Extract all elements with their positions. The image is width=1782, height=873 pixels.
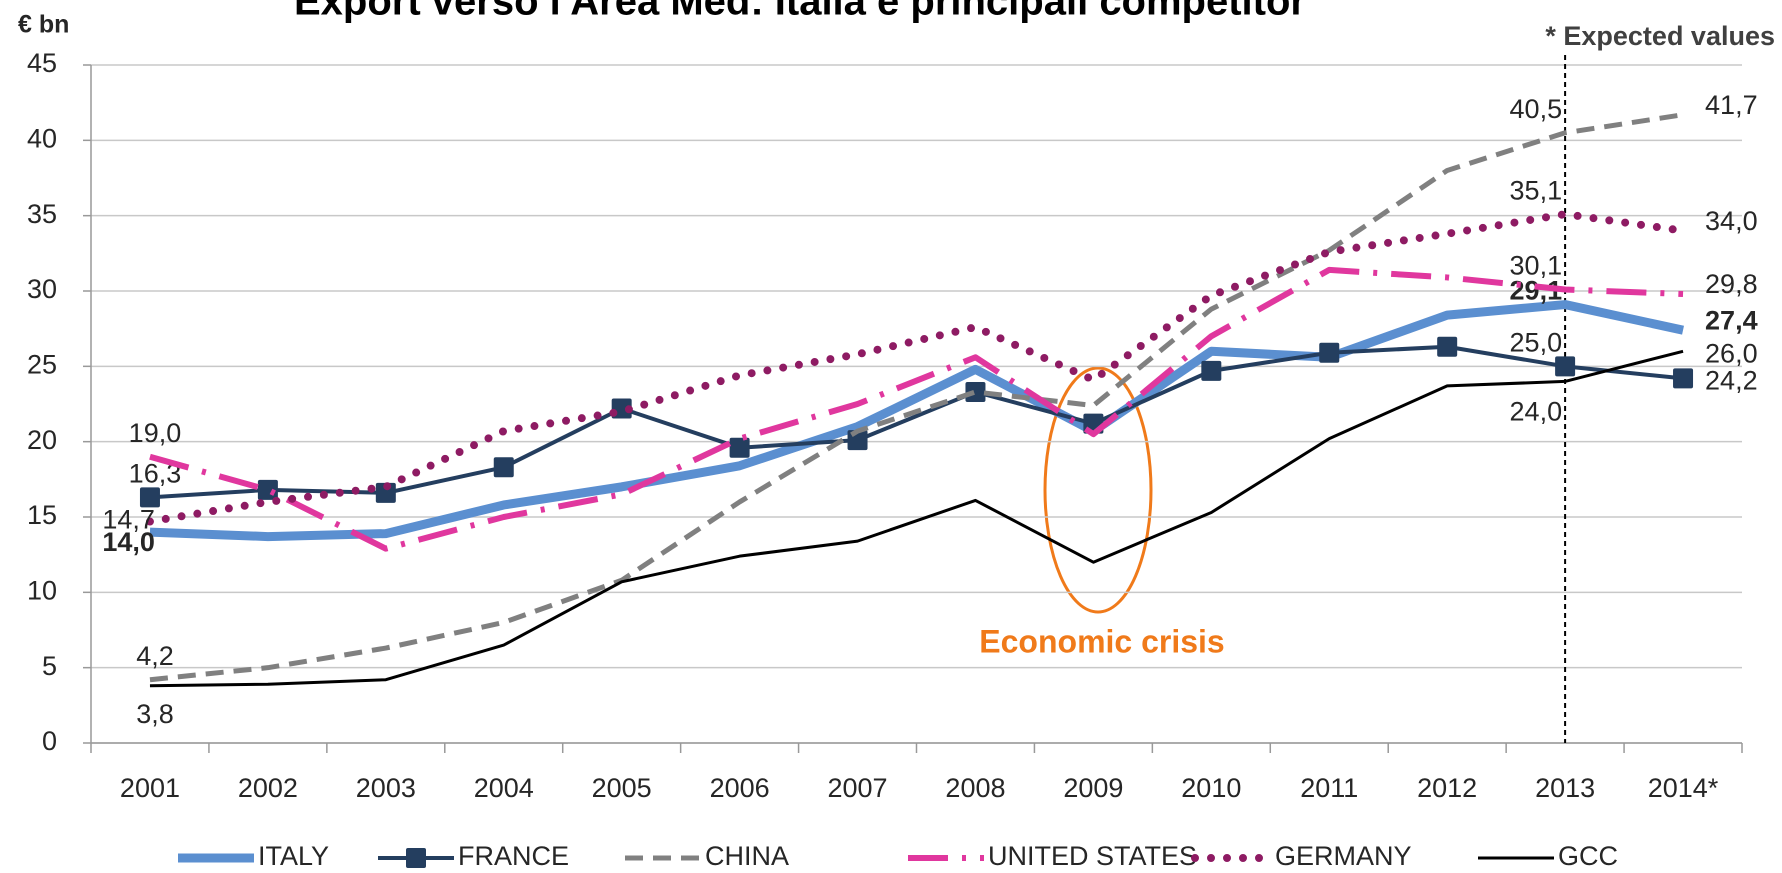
- series-marker: [1201, 360, 1222, 381]
- legend-label: GCC: [1558, 841, 1618, 871]
- x-tick-label: 2010: [1181, 773, 1241, 803]
- data-label: 19,0: [129, 418, 182, 448]
- series-line: [149, 300, 1684, 542]
- series-marker: [965, 381, 986, 402]
- data-label: 29,8: [1705, 269, 1758, 299]
- x-tick-label: 2005: [592, 773, 652, 803]
- x-tick-label: 2003: [356, 773, 416, 803]
- y-tick-label: 15: [27, 500, 57, 530]
- x-tick-label: 2004: [474, 773, 534, 803]
- x-tick-label: 2006: [710, 773, 770, 803]
- data-label: 34,0: [1705, 206, 1758, 236]
- series-marker: [729, 437, 750, 458]
- x-tick-label: 2001: [120, 773, 180, 803]
- legend-item: GCC: [1478, 841, 1618, 871]
- legend-item: UNITED STATES: [908, 841, 1197, 871]
- series-line: [149, 266, 1684, 552]
- x-tick-label: 2008: [945, 773, 1005, 803]
- data-label: 3,8: [136, 699, 174, 729]
- x-tick-label: 2002: [238, 773, 298, 803]
- series-line: [149, 349, 1684, 688]
- data-label: 24,2: [1705, 366, 1758, 396]
- series-marker: [493, 457, 514, 478]
- crisis-ellipse: [1043, 366, 1153, 614]
- y-tick-label: 20: [27, 425, 57, 455]
- data-label: 30,1: [1510, 251, 1563, 281]
- legend-marker: [406, 848, 426, 868]
- y-tick-label: 0: [42, 726, 57, 756]
- x-tick-label: 2012: [1417, 773, 1477, 803]
- data-label: 14,0: [102, 527, 155, 557]
- series-marker: [1673, 368, 1694, 389]
- data-label: 41,7: [1705, 90, 1758, 120]
- series-marker: [1555, 356, 1576, 377]
- chart-title: Export verso l'Area Med: Italia e princi…: [294, 0, 1306, 24]
- data-label: 26,0: [1705, 338, 1758, 368]
- data-label: 40,5: [1510, 94, 1563, 124]
- y-tick-label: 5: [42, 651, 57, 681]
- series-marker: [257, 479, 278, 500]
- legend-label: CHINA: [705, 841, 789, 871]
- legend-label: GERMANY: [1275, 841, 1412, 871]
- series-marker: [1437, 336, 1458, 357]
- data-label: 25,0: [1510, 327, 1563, 357]
- series-line: [149, 344, 1684, 500]
- y-tick-label: 35: [27, 199, 57, 229]
- series-marker: [139, 487, 160, 508]
- x-tick-label: 2013: [1535, 773, 1595, 803]
- data-label: 27,4: [1705, 305, 1758, 335]
- y-tick-label: 40: [27, 123, 57, 153]
- y-tick-label: 10: [27, 575, 57, 605]
- legend-item: CHINA: [625, 841, 789, 871]
- legend-label: UNITED STATES: [988, 841, 1197, 871]
- y-tick-label: 25: [27, 349, 57, 379]
- legend-label: FRANCE: [458, 841, 569, 871]
- data-label: 14,7: [102, 505, 155, 535]
- annotation: Economic crisis: [979, 623, 1224, 659]
- legend-item: ITALY: [178, 841, 329, 871]
- y-tick-label: 30: [27, 274, 57, 304]
- series-line: [149, 112, 1684, 683]
- series-marker: [1319, 342, 1340, 363]
- data-label: 24,0: [1510, 397, 1563, 427]
- y-tick-label: 45: [27, 48, 57, 78]
- data-label: 35,1: [1510, 175, 1563, 205]
- legend-item: GERMANY: [1191, 841, 1412, 871]
- legend-label: ITALY: [258, 841, 329, 871]
- x-tick-label: 2014*: [1648, 773, 1719, 803]
- x-tick-label: 2009: [1063, 773, 1123, 803]
- annotation: * Expected values: [1545, 21, 1775, 51]
- y-axis-label: € bn: [18, 11, 69, 39]
- x-tick-label: 2007: [827, 773, 887, 803]
- x-tick-label: 2011: [1300, 773, 1358, 803]
- series-line: [145, 210, 1688, 526]
- data-label: 4,2: [136, 641, 174, 671]
- legend-item: FRANCE: [378, 841, 569, 871]
